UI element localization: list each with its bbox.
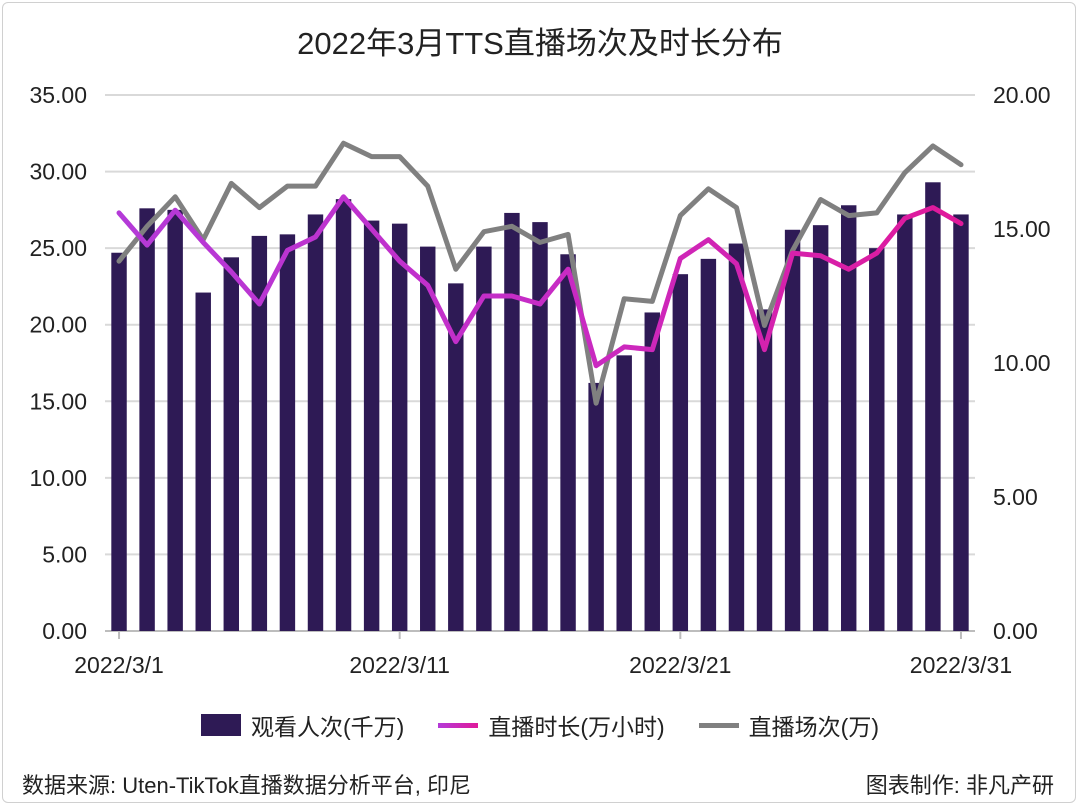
bar-views[interactable] (307, 214, 324, 632)
bar-views[interactable] (504, 212, 520, 632)
chart-credit: 图表制作: 非凡产研 (865, 773, 1054, 798)
bar-views[interactable] (672, 274, 689, 631)
bar-views[interactable] (700, 258, 717, 631)
legend-swatch-line (698, 722, 739, 728)
bar-views[interactable] (644, 312, 660, 631)
y-right-tick-label: 10.00 (993, 350, 1051, 376)
bar-views[interactable] (420, 246, 436, 631)
y-right-tick-label: 0.00 (993, 618, 1038, 644)
bar-views[interactable] (532, 222, 548, 631)
data-source: 数据来源: Uten-TikTok直播数据分析平台, 印尼 (22, 773, 471, 798)
bar-views[interactable] (897, 214, 913, 632)
legend-item-views[interactable]: 观看人次(千万) (201, 708, 404, 742)
bar-views[interactable] (784, 229, 801, 631)
legend-label: 观看人次(千万) (251, 714, 405, 740)
legend-swatch-bar (201, 714, 241, 736)
bar-views[interactable] (925, 182, 941, 631)
y-right-tick-label: 15.00 (993, 216, 1051, 242)
bar-views[interactable] (335, 199, 352, 631)
bar-views[interactable] (223, 257, 240, 631)
bar-views[interactable] (363, 220, 380, 631)
bar-views[interactable] (111, 252, 127, 632)
legend-item-sessions[interactable]: 直播场次(万) (698, 708, 879, 742)
bar-views[interactable] (616, 355, 632, 631)
y-right-tick-label: 20.00 (993, 82, 1051, 108)
legend-item-duration[interactable]: 直播时长(万小时) (438, 708, 665, 742)
bar-views[interactable] (139, 208, 155, 631)
x-tick-label: 2022/3/21 (629, 652, 731, 678)
y-left-tick-label: 10.00 (29, 465, 87, 491)
bar-views[interactable] (728, 243, 745, 631)
y-left-tick-label: 25.00 (29, 235, 87, 261)
legend: 观看人次(千万) 直播时长(万小时) 直播场次(万) (0, 708, 1080, 742)
y-left-tick-label: 0.00 (42, 618, 87, 644)
legend-label: 直播时长(万小时) (488, 714, 665, 740)
bar-views[interactable] (953, 214, 969, 632)
y-left-tick-label: 20.00 (29, 312, 87, 338)
chart-title: 2022年3月TTS直播场次及时长分布 (297, 26, 783, 61)
bar-views[interactable] (840, 205, 857, 631)
y-left-tick-label: 30.00 (29, 159, 87, 185)
bar-views[interactable] (391, 223, 408, 631)
line-sessions[interactable] (116, 140, 964, 406)
bar-views[interactable] (476, 246, 492, 631)
x-tick-label: 2022/3/11 (349, 652, 450, 678)
bar-views[interactable] (251, 235, 268, 632)
y-left-tick-label: 35.00 (29, 82, 87, 108)
line-duration[interactable] (116, 194, 964, 369)
x-tick-label: 2022/3/31 (910, 652, 1012, 678)
y-left-tick-label: 5.00 (42, 541, 87, 567)
y-left-tick-label: 15.00 (29, 388, 87, 414)
legend-swatch-line (438, 722, 479, 728)
legend-label: 直播场次(万) (748, 714, 879, 740)
bar-views[interactable] (588, 382, 604, 631)
bar-views[interactable] (167, 209, 183, 631)
bar-views[interactable] (869, 248, 885, 631)
x-tick-label: 2022/3/1 (74, 652, 164, 678)
y-right-tick-label: 5.00 (993, 484, 1038, 510)
bar-views[interactable] (195, 292, 211, 631)
bar-views[interactable] (756, 309, 773, 631)
bar-views[interactable] (812, 225, 829, 631)
bar-views[interactable] (448, 283, 464, 631)
bar-views[interactable] (279, 234, 296, 632)
bar-views[interactable] (560, 254, 576, 632)
